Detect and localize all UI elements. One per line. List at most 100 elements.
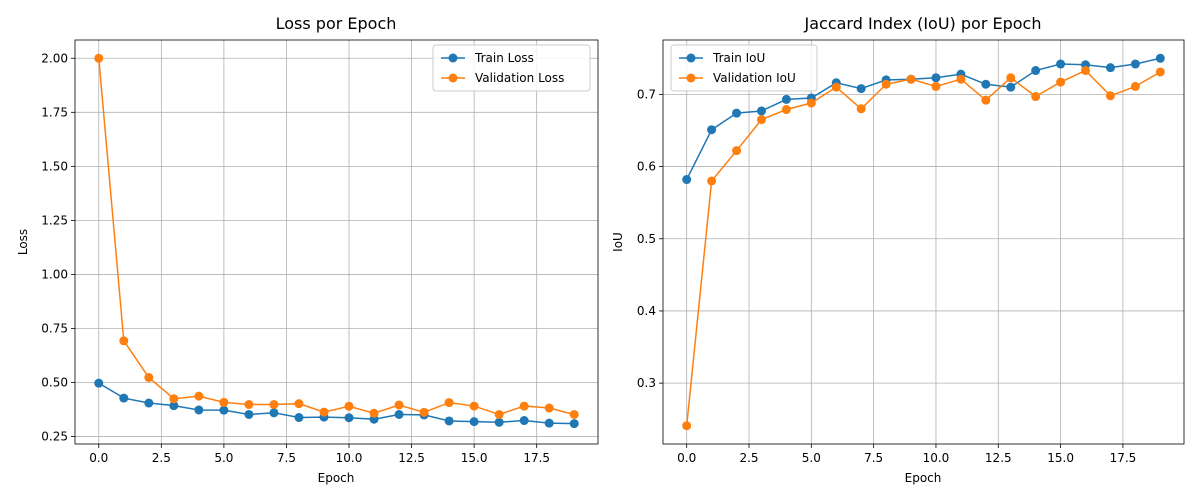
data-point — [394, 400, 404, 410]
chart-title: Loss por Epoch — [276, 14, 397, 33]
data-point — [1056, 59, 1066, 69]
legend-marker — [686, 53, 696, 63]
data-point — [1031, 66, 1041, 76]
data-point — [219, 397, 229, 407]
data-point — [469, 417, 479, 427]
legend-marker — [686, 73, 696, 83]
data-point — [269, 400, 279, 410]
data-point — [444, 416, 454, 426]
data-point — [319, 407, 329, 417]
data-point — [1130, 81, 1140, 91]
data-point — [981, 79, 991, 89]
data-point — [519, 416, 529, 426]
legend-box — [670, 44, 818, 92]
data-point — [494, 417, 504, 427]
data-point — [519, 401, 529, 411]
series-validation-loss — [94, 53, 579, 419]
chart-title: Jaccard Index (IoU) por Epoch — [804, 14, 1042, 33]
x-tick-label: 2.5 — [739, 451, 758, 465]
data-point — [1081, 66, 1091, 76]
x-tick-label: 17.5 — [1110, 451, 1137, 465]
data-point — [682, 175, 692, 185]
data-point — [1006, 73, 1016, 83]
data-point — [244, 409, 254, 419]
loss-chart: Loss por Epoch Epoch Loss 0.0 2.5 5.0 7.5 10… — [16, 14, 599, 485]
data-point — [344, 413, 354, 423]
data-point — [144, 398, 154, 408]
data-point — [294, 399, 304, 409]
data-point — [806, 98, 816, 108]
y-tick-label: 1.00 — [41, 267, 68, 281]
plot-frame — [74, 39, 599, 445]
data-point — [1031, 92, 1041, 102]
y-tick-label: 0.4 — [637, 304, 656, 318]
iou-chart: Jaccard Index (IoU) por Epoch Epoch IoU … — [611, 14, 1185, 485]
y-tick-label: 0.3 — [637, 376, 656, 390]
y-tick-label: 0.5 — [637, 232, 656, 246]
x-tick-label: 15.0 — [1047, 451, 1074, 465]
x-tick-label: 7.5 — [277, 451, 296, 465]
x-tick-label: 5.0 — [214, 451, 233, 465]
data-point — [781, 94, 791, 104]
data-point — [906, 74, 916, 84]
y-tick-label: 1.25 — [41, 213, 68, 227]
data-point — [682, 421, 692, 431]
x-tick-label: 12.5 — [398, 451, 425, 465]
y-tick-label: 0.75 — [41, 321, 68, 335]
y-tick-label: 0.7 — [637, 87, 656, 101]
y-axis-label: IoU — [611, 232, 625, 252]
data-point — [544, 418, 554, 428]
x-tick-label: 12.5 — [985, 451, 1012, 465]
data-point — [394, 409, 404, 419]
data-point — [981, 95, 991, 105]
data-point — [1105, 91, 1115, 101]
legend-label: Validation IoU — [713, 71, 796, 85]
legend-label: Train Loss — [474, 51, 534, 65]
data-point — [707, 176, 717, 186]
legend: Train IoU Validation IoU — [670, 44, 818, 92]
data-point — [856, 84, 866, 94]
plot-frame — [662, 39, 1185, 445]
series-line — [98, 58, 575, 416]
data-point — [494, 409, 504, 419]
data-point — [94, 378, 104, 388]
data-point — [1155, 53, 1165, 63]
data-point — [732, 108, 742, 118]
data-point — [294, 413, 304, 423]
data-point — [169, 394, 179, 404]
data-point — [956, 74, 966, 84]
data-point — [194, 391, 204, 401]
data-point — [119, 336, 129, 346]
y-tick-label: 0.50 — [41, 376, 68, 390]
data-point — [544, 403, 554, 413]
data-point — [419, 407, 429, 417]
data-point — [344, 401, 354, 411]
x-tick-label: 10.0 — [336, 451, 363, 465]
series-line — [685, 69, 1161, 426]
data-point — [707, 125, 717, 135]
data-point — [756, 106, 766, 116]
x-tick-label: 5.0 — [802, 451, 821, 465]
data-point — [856, 104, 866, 114]
data-point — [144, 373, 154, 383]
data-point — [169, 401, 179, 411]
data-point — [369, 408, 379, 418]
data-point — [1006, 82, 1016, 92]
data-point — [194, 405, 204, 415]
data-point — [119, 393, 129, 403]
data-point — [732, 146, 742, 156]
data-point — [931, 81, 941, 91]
x-tick-label: 0.0 — [89, 451, 108, 465]
series-validation-iou — [682, 66, 1165, 431]
y-tick-label: 1.75 — [41, 105, 68, 119]
y-tick-label: 2.00 — [41, 51, 68, 65]
data-point — [569, 419, 579, 429]
data-point — [269, 408, 279, 418]
data-point — [94, 53, 104, 63]
data-point — [781, 105, 791, 115]
x-tick-label: 15.0 — [461, 451, 488, 465]
data-point — [444, 398, 454, 408]
x-tick-label: 10.0 — [923, 451, 950, 465]
data-point — [881, 79, 891, 89]
